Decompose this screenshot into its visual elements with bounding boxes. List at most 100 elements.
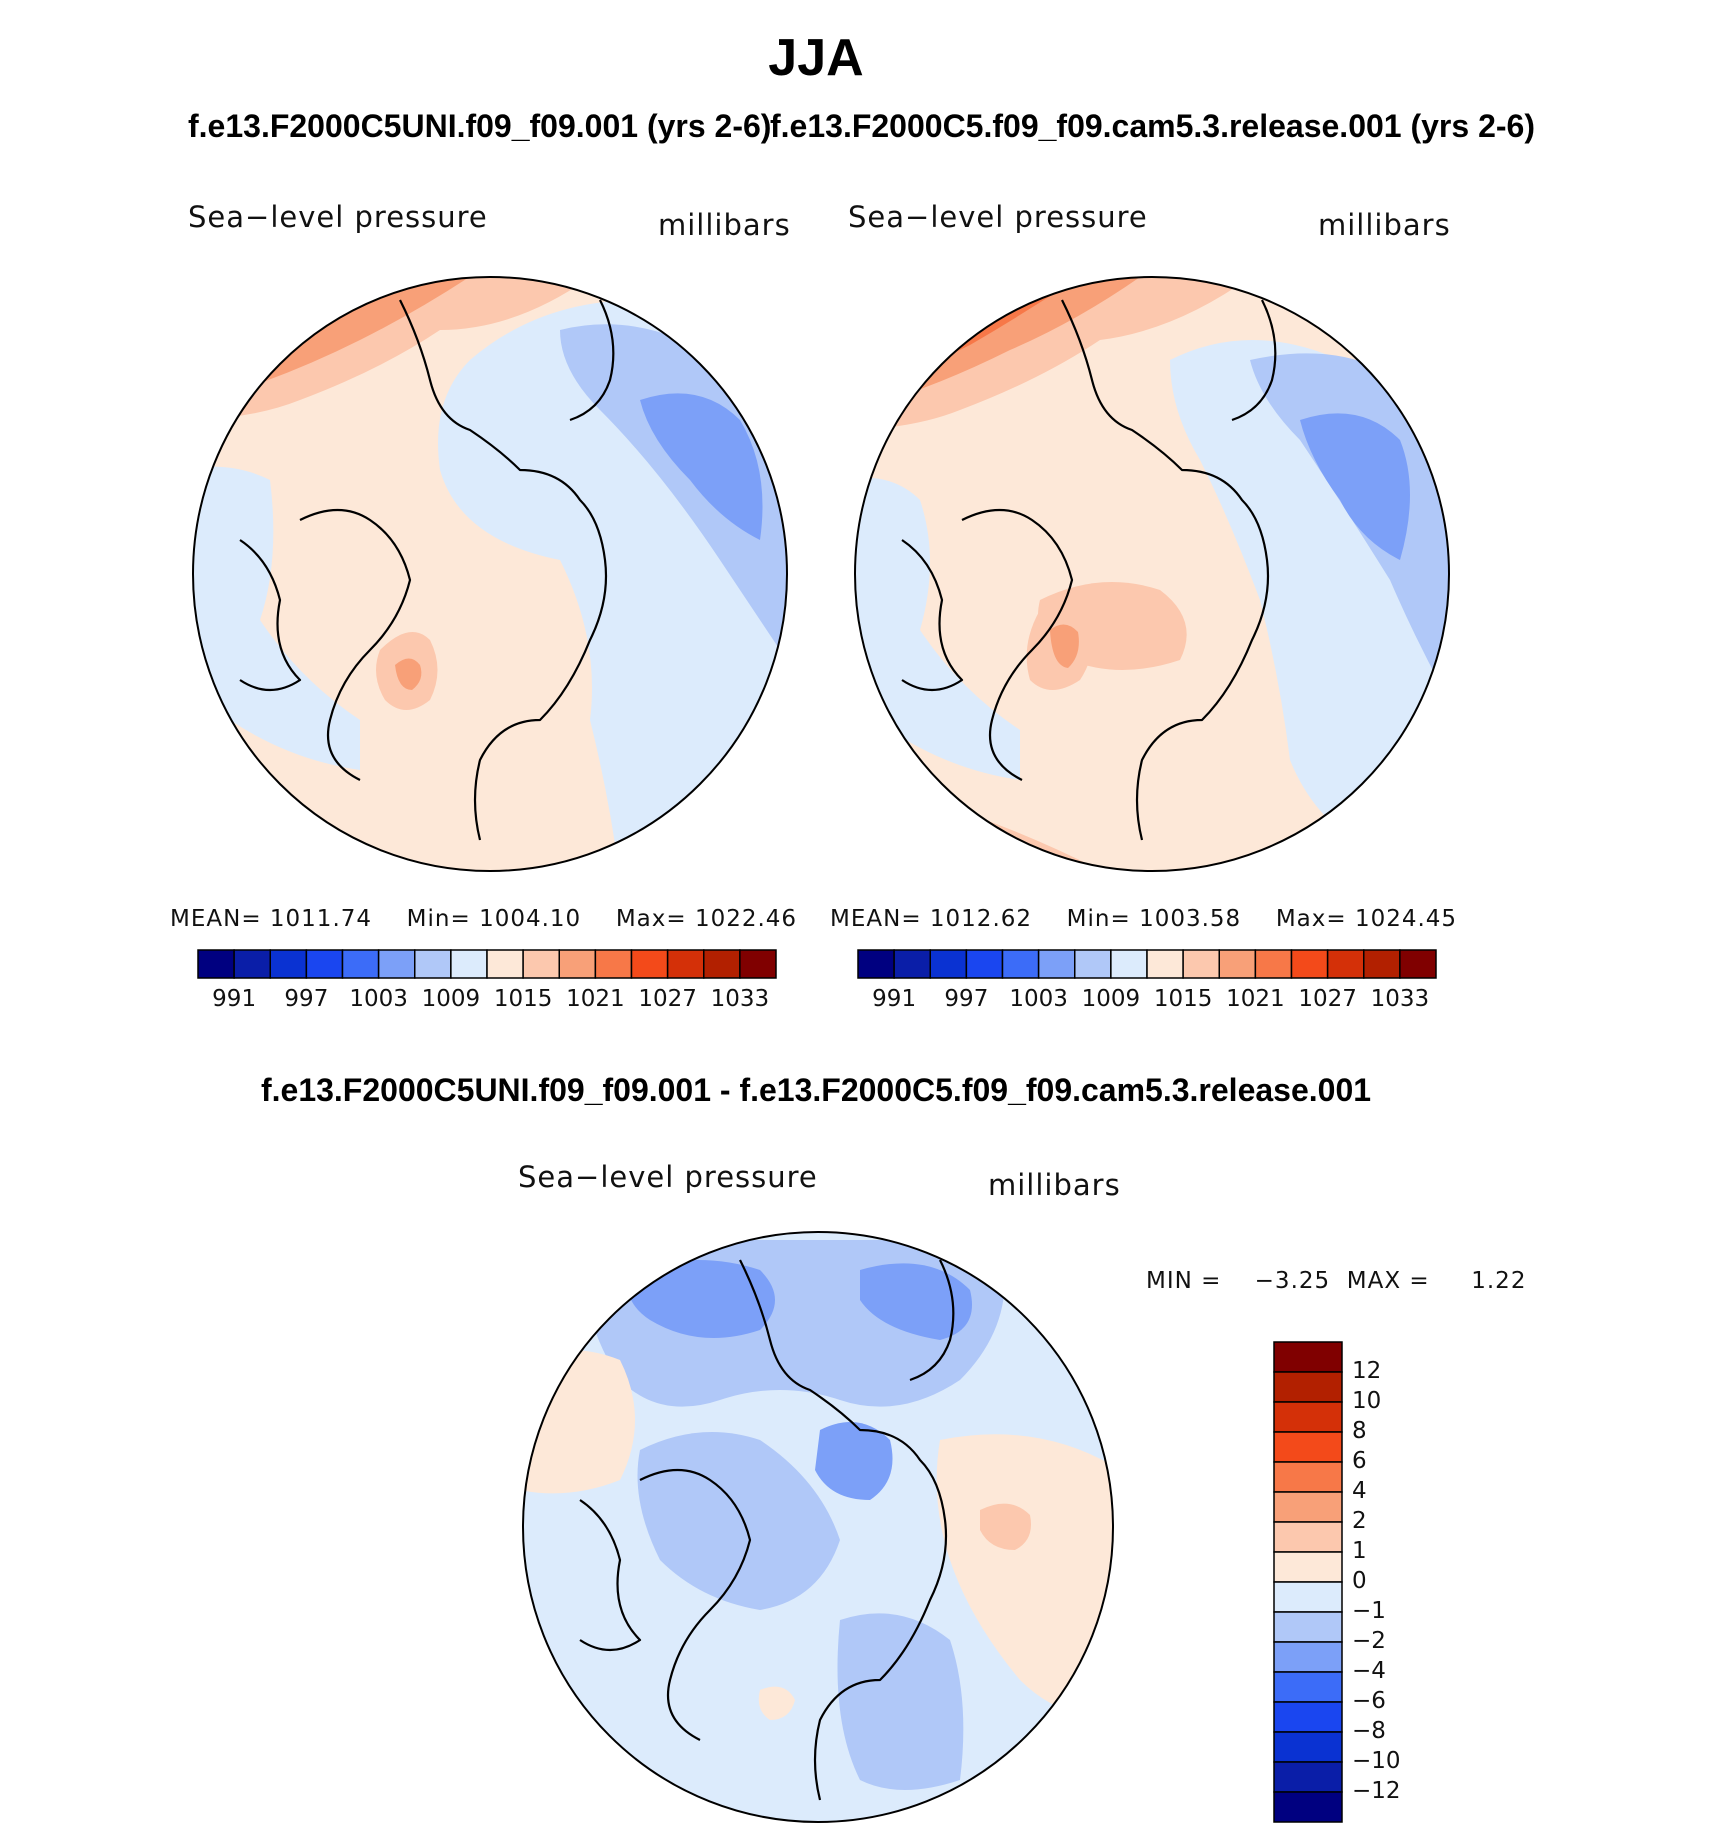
panel2-coast-greenland (961, 509, 1074, 781)
panel2-field-s-high2 (855, 820, 1020, 871)
diff-colorbar-cell (1273, 1611, 1343, 1643)
diff-colorbar-cell (1273, 1461, 1343, 1493)
panel1-mean-value: 1011.74 (269, 906, 373, 932)
diff-colorbar-tick-label: −12 (1352, 1778, 1401, 1804)
panel2-colorbar-tick-label: 997 (944, 986, 989, 1012)
panel2-min-label: Min= (1066, 906, 1131, 932)
panel2-coast-canada (901, 539, 964, 691)
panel2-field-e-low2 (1250, 353, 1449, 720)
diff-field-s-high (758, 1686, 795, 1720)
diff-field-center-low (637, 1432, 840, 1610)
panel2-colorbar-cell (965, 949, 1004, 979)
panel1-colorbar-cell (341, 949, 380, 979)
panel1-map-border (192, 276, 788, 872)
diff-coast-eurasia (739, 1259, 948, 1801)
panel2-colorbar (857, 949, 1437, 979)
diff-colorbar-tick-label: −10 (1352, 1748, 1401, 1774)
panel1-colorbar-cell (666, 949, 705, 979)
panel2-colorbar-cell (1037, 949, 1076, 979)
panel2-colorbar-tick-label: 1009 (1081, 986, 1141, 1012)
panel1-min-value: 1004.10 (479, 906, 582, 932)
difference-title: f.e13.F2000C5UNI.f09_f09.001 - f.e13.F20… (260, 1072, 1372, 1108)
panel1-colorbar-tick-label: 1021 (566, 986, 625, 1012)
panel2-colorbar-cell (1110, 949, 1148, 979)
diff-coastlines (579, 1259, 955, 1801)
panel1-coast-eurasia (399, 299, 608, 841)
diff-colorbar-cell (1273, 1731, 1343, 1763)
panel2-colorbar-cell (1363, 949, 1401, 979)
diff-colorbar-cell (1273, 1371, 1343, 1403)
panel1-colorbar-cell (630, 949, 669, 979)
diff-colorbar-cell (1273, 1701, 1343, 1733)
panel1-mean-label: MEAN= (170, 906, 262, 932)
panel1-coast-greenland (299, 509, 412, 781)
panel2-colorbar-cell (1290, 949, 1329, 979)
panel2-colorbar-cell (929, 949, 968, 979)
diff-field-s-low (837, 1613, 964, 1790)
panel2-max-label: Max= (1275, 906, 1347, 932)
panel2-colorbar-cell (1218, 949, 1257, 979)
panel1-colorbar-cell (703, 949, 741, 979)
diff-colorbar-tick-label: 10 (1352, 1388, 1382, 1414)
panel1-colorbar-tick-label: 1015 (493, 986, 553, 1012)
panel1-colorbar-cell (377, 949, 416, 979)
panel2-colorbar-cell (1182, 949, 1220, 979)
panel1-colorbar-tick-label: 997 (284, 986, 329, 1012)
difference-map (522, 1231, 1114, 1823)
diff-colorbar-tick-label: −6 (1352, 1688, 1386, 1714)
panel1-colorbar-cell (269, 949, 308, 979)
diff-colorbar-cell (1273, 1431, 1343, 1463)
panel1-map (192, 276, 788, 872)
panel1-field-greenland-core (395, 658, 422, 690)
panel2-mean-label: MEAN= (830, 906, 922, 932)
panel2-colorbar-cell (1254, 949, 1293, 979)
panel1-units-label: millibars (658, 208, 791, 242)
diff-colorbar-tick-label: −4 (1352, 1658, 1386, 1684)
diff-field-w-high (523, 1350, 635, 1494)
diff-coast-canada (579, 1499, 642, 1651)
diff-units-label: millibars (988, 1168, 1121, 1202)
panel1-colorbar-cell (233, 949, 271, 979)
panel2-max-value: 1024.45 (1354, 906, 1458, 932)
panel2-colorbar-cell (1074, 949, 1112, 979)
panel2-field-greenland-core (1050, 624, 1079, 668)
diff-field-center-low2 (815, 1422, 893, 1500)
diff-colorbar-tick-label: 1 (1352, 1538, 1367, 1564)
panel2-variable-label: Sea−level pressure (848, 200, 1148, 234)
panel2-field-e-low3 (1300, 413, 1410, 560)
diff-colorbar-cell (1273, 1641, 1343, 1673)
diff-colorbar-tick-label: 2 (1352, 1508, 1367, 1534)
diff-colorbar-cell (1273, 1521, 1343, 1553)
diff-colorbar-tick-label: 12 (1352, 1358, 1382, 1384)
panel1-colorbar-tick-label: 1003 (349, 986, 408, 1012)
panel1-colorbar-cell (739, 949, 777, 979)
panel2-colorbar-tick-label: 1033 (1370, 986, 1430, 1012)
panel2-map-border (854, 276, 1450, 872)
panel1-coast-kamchatka (569, 299, 615, 422)
panel2-colorbar-cell (893, 949, 931, 979)
diff-coast-kamchatka (909, 1259, 955, 1382)
diff-colorbar-tick-label: −2 (1352, 1628, 1386, 1654)
diff-coast-greenland (639, 1469, 752, 1741)
panel2-colorbar-tick-label: 1015 (1153, 986, 1213, 1012)
diff-colorbar-tick-label: −8 (1352, 1718, 1386, 1744)
diff-field-e-high2 (980, 1503, 1031, 1550)
diff-colorbar-tick-label: −1 (1352, 1598, 1386, 1624)
diff-colorbar-tick-label: 0 (1352, 1568, 1367, 1594)
diff-field-e-high (936, 1434, 1113, 1720)
diff-colorbar-cell (1273, 1551, 1343, 1583)
panel1-variable-label: Sea−level pressure (188, 200, 488, 234)
diff-colorbar-cell (1273, 1671, 1343, 1703)
panel1-coastlines (239, 299, 615, 841)
panel2-mean-value: 1012.62 (929, 906, 1033, 932)
diff-colorbar-cell (1273, 1341, 1343, 1373)
panel1-colorbar-cell (558, 949, 597, 979)
panel1-coast-canada (239, 539, 302, 691)
panel1-colorbar-cell (197, 949, 235, 979)
panel2-units-label: millibars (1318, 208, 1451, 242)
panel1-case-title: f.e13.F2000C5UNI.f09_f09.001 (yrs 2-6) (188, 108, 772, 144)
panel2-case-title: f.e13.F2000C5.f09_f09.cam5.3.release.001… (770, 108, 1535, 144)
diff-field-n-low3 (860, 1263, 972, 1340)
panel2-colorbar-tick-label: 991 (872, 986, 917, 1012)
panel1-colorbar-tick-label: 1027 (638, 986, 697, 1012)
